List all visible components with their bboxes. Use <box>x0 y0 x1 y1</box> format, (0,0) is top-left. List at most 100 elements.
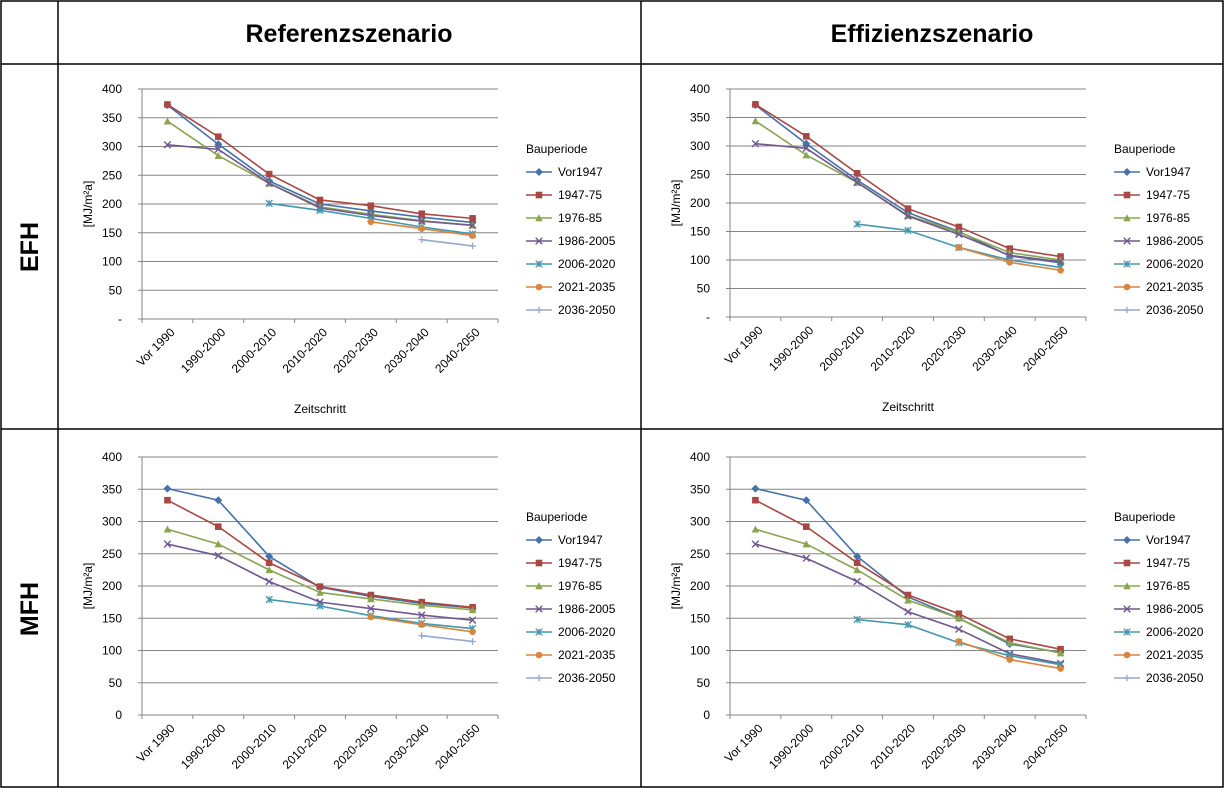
data-point <box>853 566 861 574</box>
legend-item-1947-75: 1947-75 <box>1114 188 1190 202</box>
legend-marker <box>535 168 543 176</box>
legend-item-2036-2050: 2036-2050 <box>526 671 616 685</box>
y-tick-label: 350 <box>102 111 122 125</box>
legend-title: Bauperiode <box>1114 510 1176 524</box>
data-point <box>265 170 273 178</box>
x-tick-label: Vor 1990 <box>722 323 766 367</box>
legend-label: 2036-2050 <box>1146 303 1204 317</box>
data-point <box>367 202 375 210</box>
y-tick-label: 50 <box>109 283 123 297</box>
chart-mfh-referenzszenario: 0 50 100 150 200 250 300 350 400 Vor 1990 1990-200… <box>81 450 616 772</box>
data-point <box>417 217 426 226</box>
data-point <box>751 540 760 548</box>
y-tick-label: 300 <box>690 515 710 529</box>
data-point <box>163 117 172 125</box>
y-tick-label: 150 <box>102 226 122 240</box>
x-tick-label: 2030-2040 <box>381 325 432 376</box>
data-point <box>417 601 426 609</box>
series-line <box>755 103 1061 258</box>
data-point <box>316 206 324 215</box>
row-header-efh: EFH <box>16 222 44 272</box>
x-tick-label: 2010-2020 <box>280 721 331 772</box>
data-point <box>469 628 476 636</box>
legend-label: 2021-2035 <box>558 280 616 294</box>
data-point <box>955 614 963 622</box>
legend-item-1976-85: 1976-85 <box>526 579 602 593</box>
data-point <box>853 552 862 561</box>
legend-item-2006-2020: 2006-2020 <box>1114 625 1204 639</box>
data-point <box>1057 665 1064 672</box>
data-point <box>163 540 172 548</box>
data-point <box>367 591 375 599</box>
legend-label: 2006-2020 <box>558 257 616 271</box>
x-tick-label: Vor 1990 <box>134 325 178 369</box>
legend-item-2006-2020: 2006-2020 <box>526 625 616 639</box>
y-tick-label: 250 <box>690 168 710 182</box>
legend-label: 1947-75 <box>558 188 602 202</box>
legend-marker <box>1123 582 1131 590</box>
data-point <box>1057 266 1064 274</box>
x-tick-label: 2000-2010 <box>817 323 868 374</box>
y-tick-label: - <box>118 312 122 326</box>
x-tick-label: 2020-2030 <box>330 721 381 772</box>
data-point <box>163 484 172 493</box>
legend-item-2036-2050: 2036-2050 <box>526 303 616 317</box>
y-tick-label: 200 <box>690 579 710 593</box>
legend-marker <box>1123 674 1131 682</box>
x-tick-label: 2020-2030 <box>330 325 381 376</box>
legend-item-2006-2020: 2006-2020 <box>1114 257 1204 271</box>
data-point <box>469 215 476 222</box>
data-point <box>469 242 476 250</box>
chart-mfh-effizienzszenario: 0 50 100 150 200 250 300 350 400 Vor 1990 1990-200… <box>669 450 1204 772</box>
y-tick-label: 0 <box>703 708 710 722</box>
series-1947-75 <box>164 101 476 222</box>
y-axis-title: [MJ/m²a] <box>669 180 683 227</box>
series-line <box>754 120 1061 261</box>
data-point <box>214 140 223 149</box>
data-point <box>802 144 811 153</box>
y-tick-label: 100 <box>102 255 122 269</box>
y-tick-label: 50 <box>697 282 711 296</box>
legend-item-1947-75: 1947-75 <box>526 556 602 570</box>
data-point <box>1057 645 1064 653</box>
data-point <box>214 540 223 548</box>
series-1947-75 <box>752 101 1064 260</box>
legend-label: 1976-85 <box>1146 579 1190 593</box>
data-point <box>163 525 172 533</box>
data-point <box>367 604 375 613</box>
legend-item-2021-2035: 2021-2035 <box>526 648 616 662</box>
data-point <box>214 145 223 154</box>
y-tick-label: 150 <box>102 611 122 625</box>
y-tick-label: 250 <box>102 168 122 182</box>
legend-marker <box>1123 191 1131 199</box>
data-point <box>316 583 324 590</box>
data-point <box>1056 257 1065 266</box>
data-point <box>164 496 171 504</box>
x-tick-label: 2010-2020 <box>280 325 331 376</box>
data-point <box>1005 638 1014 647</box>
legend-label: 2021-2035 <box>558 648 616 662</box>
data-point <box>955 223 963 231</box>
data-point <box>853 170 861 177</box>
data-point <box>853 577 861 586</box>
x-tick-label: 2000-2010 <box>229 325 280 376</box>
chart-efh-referenzszenario: - 50 100 150 200 250 300 350 400 Vor 1990 1990-200… <box>81 82 616 416</box>
series-1976-85 <box>751 117 1065 264</box>
y-tick-label: 350 <box>102 482 122 496</box>
x-tick-label: 2000-2010 <box>229 721 280 772</box>
data-point <box>955 638 963 645</box>
legend-marker <box>535 582 543 590</box>
column-header-effizienzszenario: Effizienzszenario <box>831 20 1034 48</box>
legend-item-2021-2035: 2021-2035 <box>1114 280 1204 294</box>
x-tick-label: 2040-2050 <box>432 325 483 376</box>
x-tick-label: 2010-2020 <box>868 721 919 772</box>
x-tick-label: 1990-2000 <box>766 721 817 772</box>
legend-label: 2006-2020 <box>1146 625 1204 639</box>
legend-label: Vor1947 <box>1146 165 1191 179</box>
data-point <box>904 226 912 235</box>
data-point <box>751 139 760 148</box>
data-point <box>802 496 811 505</box>
series-line <box>421 238 473 247</box>
series-2036-2050 <box>418 632 476 645</box>
